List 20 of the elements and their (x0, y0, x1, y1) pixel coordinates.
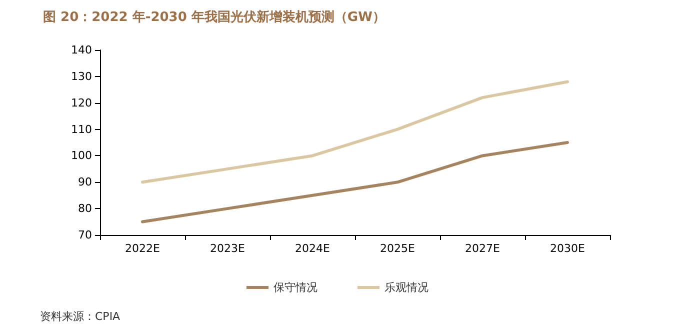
y-tick-label: 110 (71, 122, 92, 136)
y-tick-label: 130 (71, 70, 92, 83)
x-tick-label: 2025E (380, 242, 416, 255)
y-tick-label: 120 (71, 96, 92, 110)
line-series (141, 141, 569, 224)
line-series (141, 80, 569, 184)
text: 资料来源：CPIA (40, 310, 121, 323)
y-tick-label: 100 (71, 149, 92, 162)
x-tick-label: 2030E (550, 242, 586, 255)
x-tick-label: 2024E (295, 242, 330, 255)
legend-label: 保守情况 (274, 281, 318, 294)
legend-label: 乐观情况 (384, 281, 428, 294)
x-tick-label: 2023E (210, 242, 246, 255)
x-tick-label: 2027E (465, 242, 500, 255)
y-tick-label: 140 (71, 44, 92, 56)
x-tick-label: 2022E (125, 242, 160, 255)
y-tick-label: 70 (78, 228, 92, 242)
y-tick-label: 90 (78, 176, 92, 189)
chart-title: 图 20：2022 年-2030 年我国光伏新增装机预测（GW） (43, 9, 386, 25)
y-tick-label: 80 (78, 202, 92, 216)
